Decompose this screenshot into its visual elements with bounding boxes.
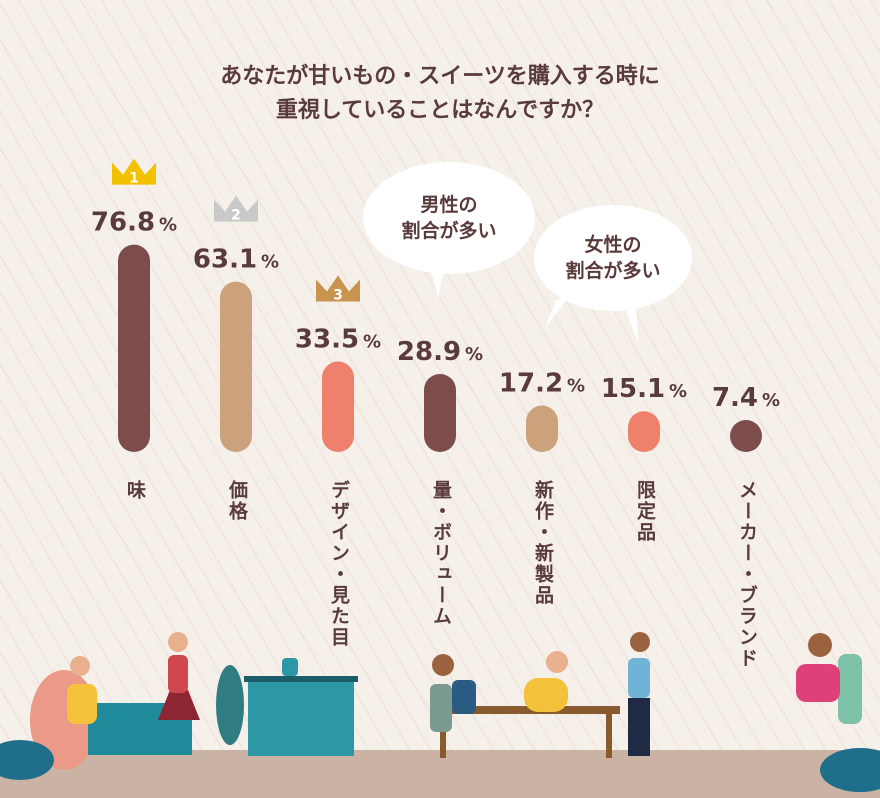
bar-6 xyxy=(628,411,660,452)
category-label-3: デザイン・見た目 xyxy=(328,480,350,648)
category-label-4: 量・ボリューム xyxy=(430,480,452,627)
male-annotation-line-1: 男性の xyxy=(420,194,478,216)
female-annotation-bubble: 女性の 割合が多い xyxy=(534,205,692,311)
category-label-5: 新作・新製品 xyxy=(532,480,554,606)
rank-number-1: 1 xyxy=(129,171,139,187)
rank-number-3: 3 xyxy=(333,288,343,304)
bar-7 xyxy=(730,420,762,452)
value-label-1: 76.8% xyxy=(91,208,177,238)
male-annotation-line-2: 割合が多い xyxy=(401,220,497,242)
bar-4 xyxy=(424,373,456,452)
female-bubble-tail-2 xyxy=(622,300,638,343)
male-annotation-bubble: 男性の 割合が多い xyxy=(363,162,535,274)
value-label-4: 28.9% xyxy=(397,337,483,367)
female-annotation-line-1: 女性の xyxy=(584,234,642,256)
value-label-2: 63.1% xyxy=(193,245,279,275)
category-label-1: 味 xyxy=(124,480,146,501)
crown-icon-rank-1 xyxy=(112,158,156,185)
value-label-7: 7.4% xyxy=(712,383,780,413)
female-annotation-line-2: 割合が多い xyxy=(565,260,661,282)
bar-1 xyxy=(118,244,150,452)
crown-icon-rank-2 xyxy=(214,195,258,222)
bar-2 xyxy=(220,281,252,452)
category-label-7: メーカー・ブランド xyxy=(736,480,758,669)
category-label-2: 価格 xyxy=(226,480,248,522)
value-label-3: 33.5% xyxy=(295,325,381,355)
crown-icon-rank-3 xyxy=(316,275,360,302)
value-label-5: 17.2% xyxy=(499,369,585,399)
chart-title: あなたが甘いもの・スイーツを購入する時に 重視していることはなんですか？ xyxy=(0,60,880,128)
floor xyxy=(0,750,880,798)
bar-3 xyxy=(322,361,354,452)
rank-number-2: 2 xyxy=(231,208,241,224)
title-line-2: 重視していることはなんですか？ xyxy=(275,98,605,123)
female-bubble-tail xyxy=(545,296,570,328)
bar-5 xyxy=(526,405,558,452)
title-line-1: あなたが甘いもの・スイーツを購入する時に xyxy=(220,64,660,89)
value-label-6: 15.1% xyxy=(601,374,687,404)
category-label-6: 限定品 xyxy=(634,480,656,543)
male-bubble-tail xyxy=(430,268,444,298)
